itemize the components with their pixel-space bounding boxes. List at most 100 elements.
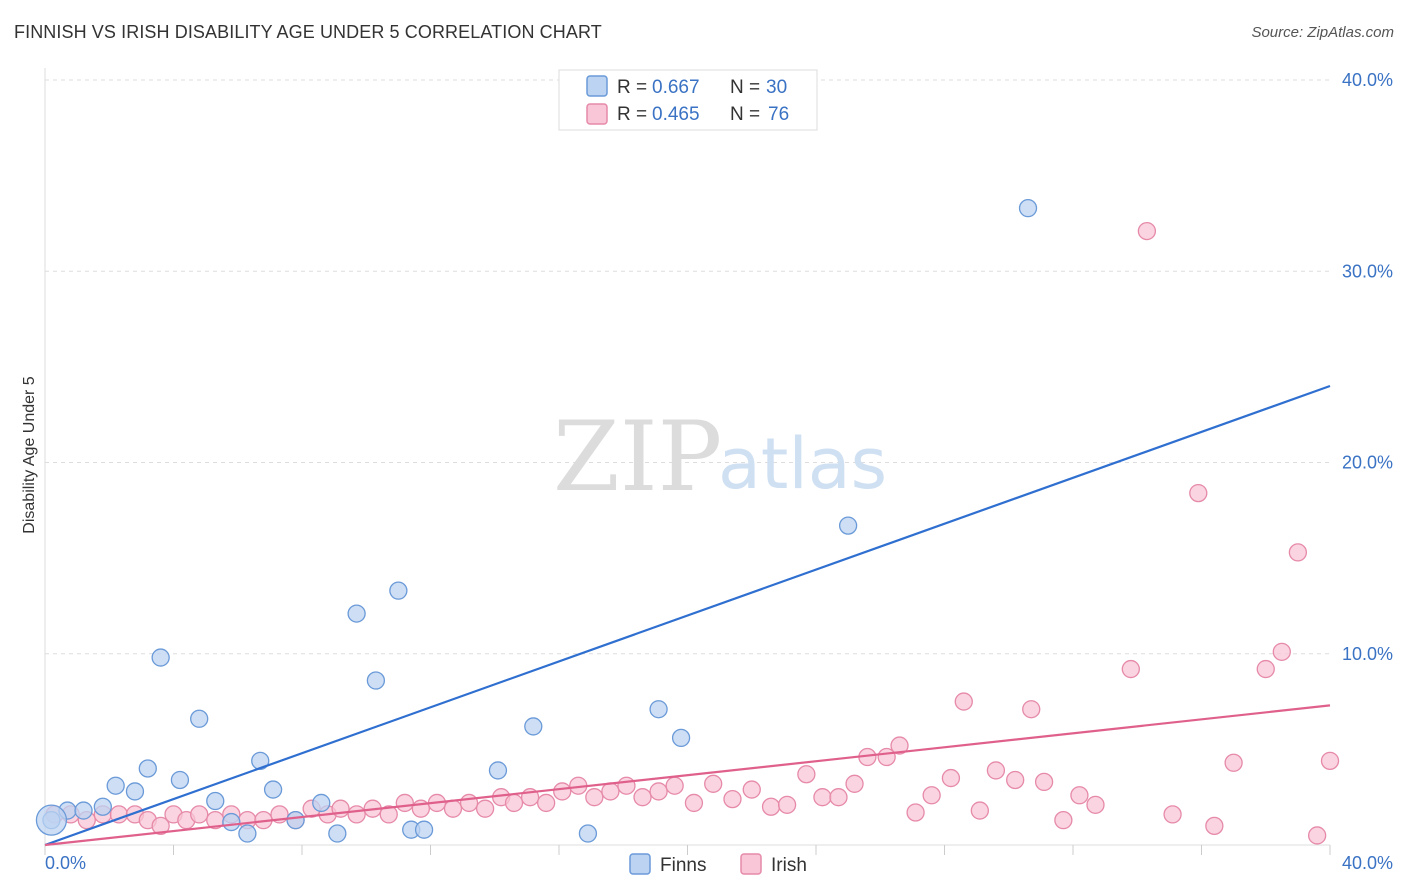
irish-point-55 bbox=[922, 786, 941, 805]
irish-point-62 bbox=[1034, 772, 1054, 792]
watermark-zip: ZIP bbox=[553, 401, 722, 513]
irish-point-43 bbox=[723, 789, 742, 809]
finns-point-15 bbox=[286, 810, 305, 830]
finns-point-16 bbox=[312, 793, 331, 813]
legend-irish-r-label: R = bbox=[617, 104, 647, 125]
irish-point-33 bbox=[553, 782, 572, 801]
irish-point-58 bbox=[970, 801, 989, 820]
finns-point-3 bbox=[93, 797, 112, 816]
irish-point-49 bbox=[829, 788, 848, 807]
irish-point-39 bbox=[649, 782, 668, 801]
finns-point-5 bbox=[125, 782, 145, 801]
irish-point-48 bbox=[813, 788, 832, 807]
irish-point-71 bbox=[1224, 753, 1243, 772]
irish-point-61 bbox=[1022, 700, 1041, 719]
finns-point-24 bbox=[524, 717, 543, 736]
series-legend-finns-swatch bbox=[629, 853, 651, 875]
source-note: Source: ZipAtlas.com bbox=[1251, 24, 1394, 41]
irish-point-36 bbox=[601, 782, 620, 801]
irish-point-22 bbox=[379, 805, 398, 824]
irish-point-32 bbox=[537, 793, 556, 813]
points-layer bbox=[35, 198, 1340, 845]
irish-point-63 bbox=[1054, 810, 1073, 830]
legend-finns-swatch bbox=[586, 75, 608, 97]
finns-point-14 bbox=[263, 780, 283, 799]
irish-point-28 bbox=[475, 799, 495, 818]
series-legend: Finns Irish bbox=[629, 853, 807, 876]
irish-point-69 bbox=[1189, 483, 1208, 503]
legend-irish-swatch bbox=[586, 103, 608, 125]
finns-point-26 bbox=[649, 700, 668, 719]
irish-point-7 bbox=[151, 816, 170, 836]
irish-point-64 bbox=[1070, 786, 1089, 805]
x-tick-label-max: 40.0% bbox=[1342, 853, 1393, 873]
finns-point-23 bbox=[488, 761, 508, 780]
irish-point-27 bbox=[459, 793, 479, 813]
series-legend-irish-swatch bbox=[740, 853, 762, 875]
irish-point-67 bbox=[1137, 221, 1157, 241]
irish-point-75 bbox=[1308, 826, 1327, 845]
legend-finns-r-label: R = bbox=[617, 77, 647, 98]
irish-point-68 bbox=[1163, 805, 1182, 824]
finns-point-7 bbox=[151, 648, 170, 667]
y-tick-label: 20.0% bbox=[1342, 453, 1393, 473]
irish-point-65 bbox=[1086, 795, 1105, 814]
finns-point-20 bbox=[389, 581, 408, 600]
irish-point-66 bbox=[1121, 659, 1140, 679]
irish-point-10 bbox=[190, 805, 209, 824]
finns-point-13 bbox=[251, 751, 270, 770]
series-legend-irish-label: Irish bbox=[771, 855, 807, 876]
irish-point-44 bbox=[742, 780, 761, 799]
irish-point-47 bbox=[797, 765, 816, 784]
finns-cluster-point bbox=[35, 804, 68, 836]
axis-layer: 10.0% 20.0% 30.0% 40.0% 0.0% 40.0% bbox=[44, 68, 1393, 873]
irish-point-35 bbox=[585, 788, 604, 807]
finns-point-25 bbox=[578, 824, 598, 843]
irish-point-74 bbox=[1288, 543, 1308, 562]
finns-point-27 bbox=[671, 728, 691, 748]
finns-point-8 bbox=[170, 770, 190, 790]
irish-point-60 bbox=[1006, 770, 1025, 790]
irish-point-30 bbox=[504, 793, 524, 813]
y-tick-label: 30.0% bbox=[1342, 261, 1393, 281]
irish-point-46 bbox=[777, 795, 797, 814]
irish-trend-line bbox=[44, 704, 1331, 847]
legend-finns-n-label: N = bbox=[730, 77, 760, 98]
series-legend-finns-label: Finns bbox=[660, 855, 706, 876]
irish-point-20 bbox=[347, 805, 366, 824]
finns-point-29 bbox=[1018, 198, 1038, 218]
irish-point-54 bbox=[906, 803, 925, 822]
irish-point-41 bbox=[684, 793, 704, 813]
finns-point-6 bbox=[138, 759, 157, 778]
grid-layer bbox=[45, 79, 1330, 655]
chart-title: FINNISH VS IRISH DISABILITY AGE UNDER 5 … bbox=[14, 22, 602, 42]
finns-point-22 bbox=[414, 820, 434, 839]
irish-point-57 bbox=[954, 692, 973, 711]
legend-irish-n-value: 76 bbox=[768, 104, 789, 125]
finns-point-19 bbox=[366, 671, 386, 690]
legend-finns-r-value: 0.667 bbox=[652, 77, 700, 98]
irish-point-38 bbox=[633, 788, 652, 807]
finns-point-4 bbox=[106, 776, 125, 795]
finns-point-12 bbox=[238, 824, 257, 843]
irish-point-26 bbox=[443, 799, 463, 818]
finns-point-2 bbox=[74, 801, 93, 820]
irish-point-73 bbox=[1272, 642, 1291, 661]
irish-point-37 bbox=[617, 776, 636, 795]
finns-point-18 bbox=[347, 604, 366, 623]
irish-point-45 bbox=[761, 797, 781, 816]
irish-point-59 bbox=[986, 761, 1006, 780]
irish-point-42 bbox=[704, 774, 723, 793]
finns-point-17 bbox=[328, 824, 347, 843]
irish-point-53 bbox=[890, 736, 909, 755]
irish-point-56 bbox=[941, 768, 961, 788]
watermark-atlas: atlas bbox=[718, 423, 887, 505]
finns-point-9 bbox=[190, 709, 209, 728]
irish-point-70 bbox=[1205, 816, 1224, 836]
irish-point-40 bbox=[665, 776, 684, 795]
irish-point-50 bbox=[845, 774, 864, 793]
trend-layer bbox=[44, 384, 1331, 847]
legend-irish-r-value: 0.465 bbox=[652, 104, 700, 125]
y-axis-label: Disability Age Under 5 bbox=[21, 376, 38, 534]
